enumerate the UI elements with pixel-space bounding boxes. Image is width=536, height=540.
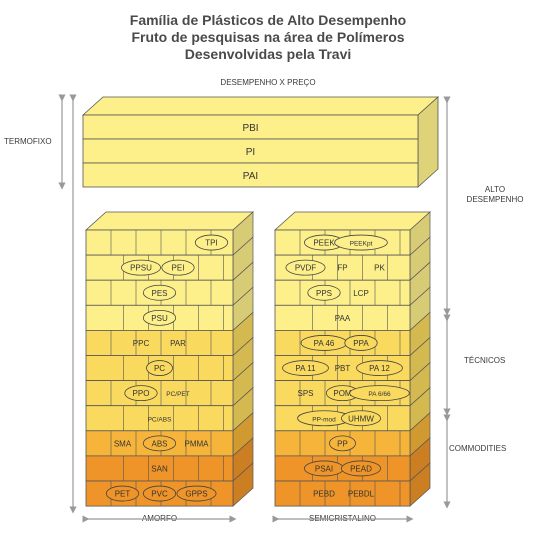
semicristalino-polymer-label: PAA [335,314,351,323]
semicristalino-polymer-label: PP-mod [312,416,336,423]
amorfo-polymer-label: PPSU [130,264,152,273]
semicristalino-row [274,279,411,306]
semicristalino-polymer-label: PA 6/66 [368,391,391,398]
amorfo-oval [142,284,177,301]
semicristalino-oval [334,234,388,251]
semicristalino-oval [340,410,381,427]
semicristalino-polymer-label: PEBDL [348,490,375,499]
amorfo-oval [194,234,229,251]
semicristalino-polymer-label: FP [337,264,347,273]
semicristalino-polymer-label: PK [374,264,385,273]
title-line-2: Fruto de pesquisas na área de Polímeros [131,29,405,45]
amorfo-polymer-label: PC/ABS [148,416,173,423]
semicristalino-row [274,480,411,507]
semicristalino-polymer-label: POM [333,389,352,398]
axis-top-label: DESEMPENHO X PREÇO [220,78,316,87]
semicristalino-polymer-label: PA 12 [369,364,390,373]
semicristalino-oval [329,435,356,452]
semicristalino-wall: PEEK PEEKpt PVDF FP PK PPS LCP PAA PA 46 PPA PA 11… [273,211,432,507]
amorfo-row [85,329,234,356]
amorfo-top-face [84,211,255,231]
amorfo-polymer-label: PC [154,364,165,373]
amorfo-oval [142,309,177,326]
semicristalino-oval [344,335,378,351]
alto-desempenho-label: ALTO DESEMPENHO [460,185,530,205]
arrows [58,94,451,523]
amorfo-polymer-label: PPO [133,389,150,398]
amorfo-polymer-label: PES [151,289,167,298]
semicristalino-oval [340,460,381,477]
termofixo-label-pai: PAI [243,171,258,182]
semicristalino-polymer-label: PPA [353,339,369,348]
termofixo-top-face [81,96,440,116]
amorfo-polymer-label: PET [115,490,131,499]
amorfo-polymer-label: PMMA [185,439,210,448]
termofixo-row [82,162,419,188]
semicristalino-polymer-label: PA 11 [295,364,316,373]
semicristalino-polymer-label: PP [337,439,348,448]
alto-desempenho-line-2: DESEMPENHO [466,195,524,204]
semicristalino-oval [356,360,403,376]
termofixo-label: TERMOFIXO [4,137,52,146]
semicristalino-oval [282,360,329,376]
diagram-title: Família de Plásticos de Alto Desempenho … [0,12,536,63]
title-line-3: Desenvolvidas pela Travi [184,46,352,62]
amorfo-wall: TPI PPSU PEI PES PSU PPC PAR PC PPO PC/PET PC/ABS S… [84,211,255,507]
amorfo-polymer-label: PAR [170,339,186,348]
amorfo-polymer-label: PPC [133,339,150,348]
amorfo-polymer-label: PEI [172,264,185,273]
semicristalino-oval [307,284,341,301]
semicristalino-polymer-label: PEBD [313,490,335,499]
semicristalino-top-face [273,211,432,231]
amorfo-polymer-label: SMA [114,439,132,448]
termofixo-block: PBI PI PAI [81,96,440,188]
amorfo-polymer-label: ABS [151,439,167,448]
amorfo-row [85,455,234,482]
semicristalino-polymer-label: PBT [335,364,351,373]
semicristalino-oval [349,385,410,402]
semicristalino-polymer-label: PA 46 [314,339,335,348]
amorfo-row [85,405,234,432]
amorfo-oval [176,485,217,502]
amorfo-oval [161,259,195,276]
amorfo-polymer-label: PSU [151,314,168,323]
amorfo-oval [146,360,173,376]
amorfo-oval [142,485,177,502]
alto-desempenho-line-1: ALTO [484,185,506,194]
semicristalino-polymer-label: PVDF [295,264,316,273]
amorfo-polymer-label: PC/PET [166,391,190,398]
semicristalino-polymer-label: UHMW [348,414,374,423]
commodities-label: COMMODITIES [449,444,507,453]
semicristalino-polymer-label: PPS [316,289,332,298]
semicristalino-polymer-label: PSAI [315,464,333,473]
amorfo-oval [105,485,140,502]
amorfo-oval [124,385,158,402]
termofixo-label-pbi: PBI [242,123,258,134]
semicristalino-polymer-label: SPS [297,389,313,398]
amorfo-polymer-label: SAN [151,464,168,473]
semicristalino-polymer-label: PEAD [350,464,372,473]
amorfo-oval [121,259,162,276]
amorfo-oval [142,435,177,452]
amorfo-polymer-label: GPPS [185,490,207,499]
termofixo-row [82,138,419,164]
amorfo-polymer-label: TPI [205,239,217,248]
semicristalino-polymer-label: LCP [353,289,369,298]
amorfo-row [85,430,234,457]
semicristalino-polymer-label: PEEKpt [350,241,373,248]
semicristalino-oval [285,259,326,276]
title-line-1: Família de Plásticos de Alto Desempenho [129,12,407,28]
semicristalino-polymer-label: PEEK [313,239,335,248]
tecnicos-label: TÉCNICOS [464,356,506,365]
termofixo-label-pi: PI [246,147,255,158]
amorfo-polymer-label: PVC [151,490,168,499]
